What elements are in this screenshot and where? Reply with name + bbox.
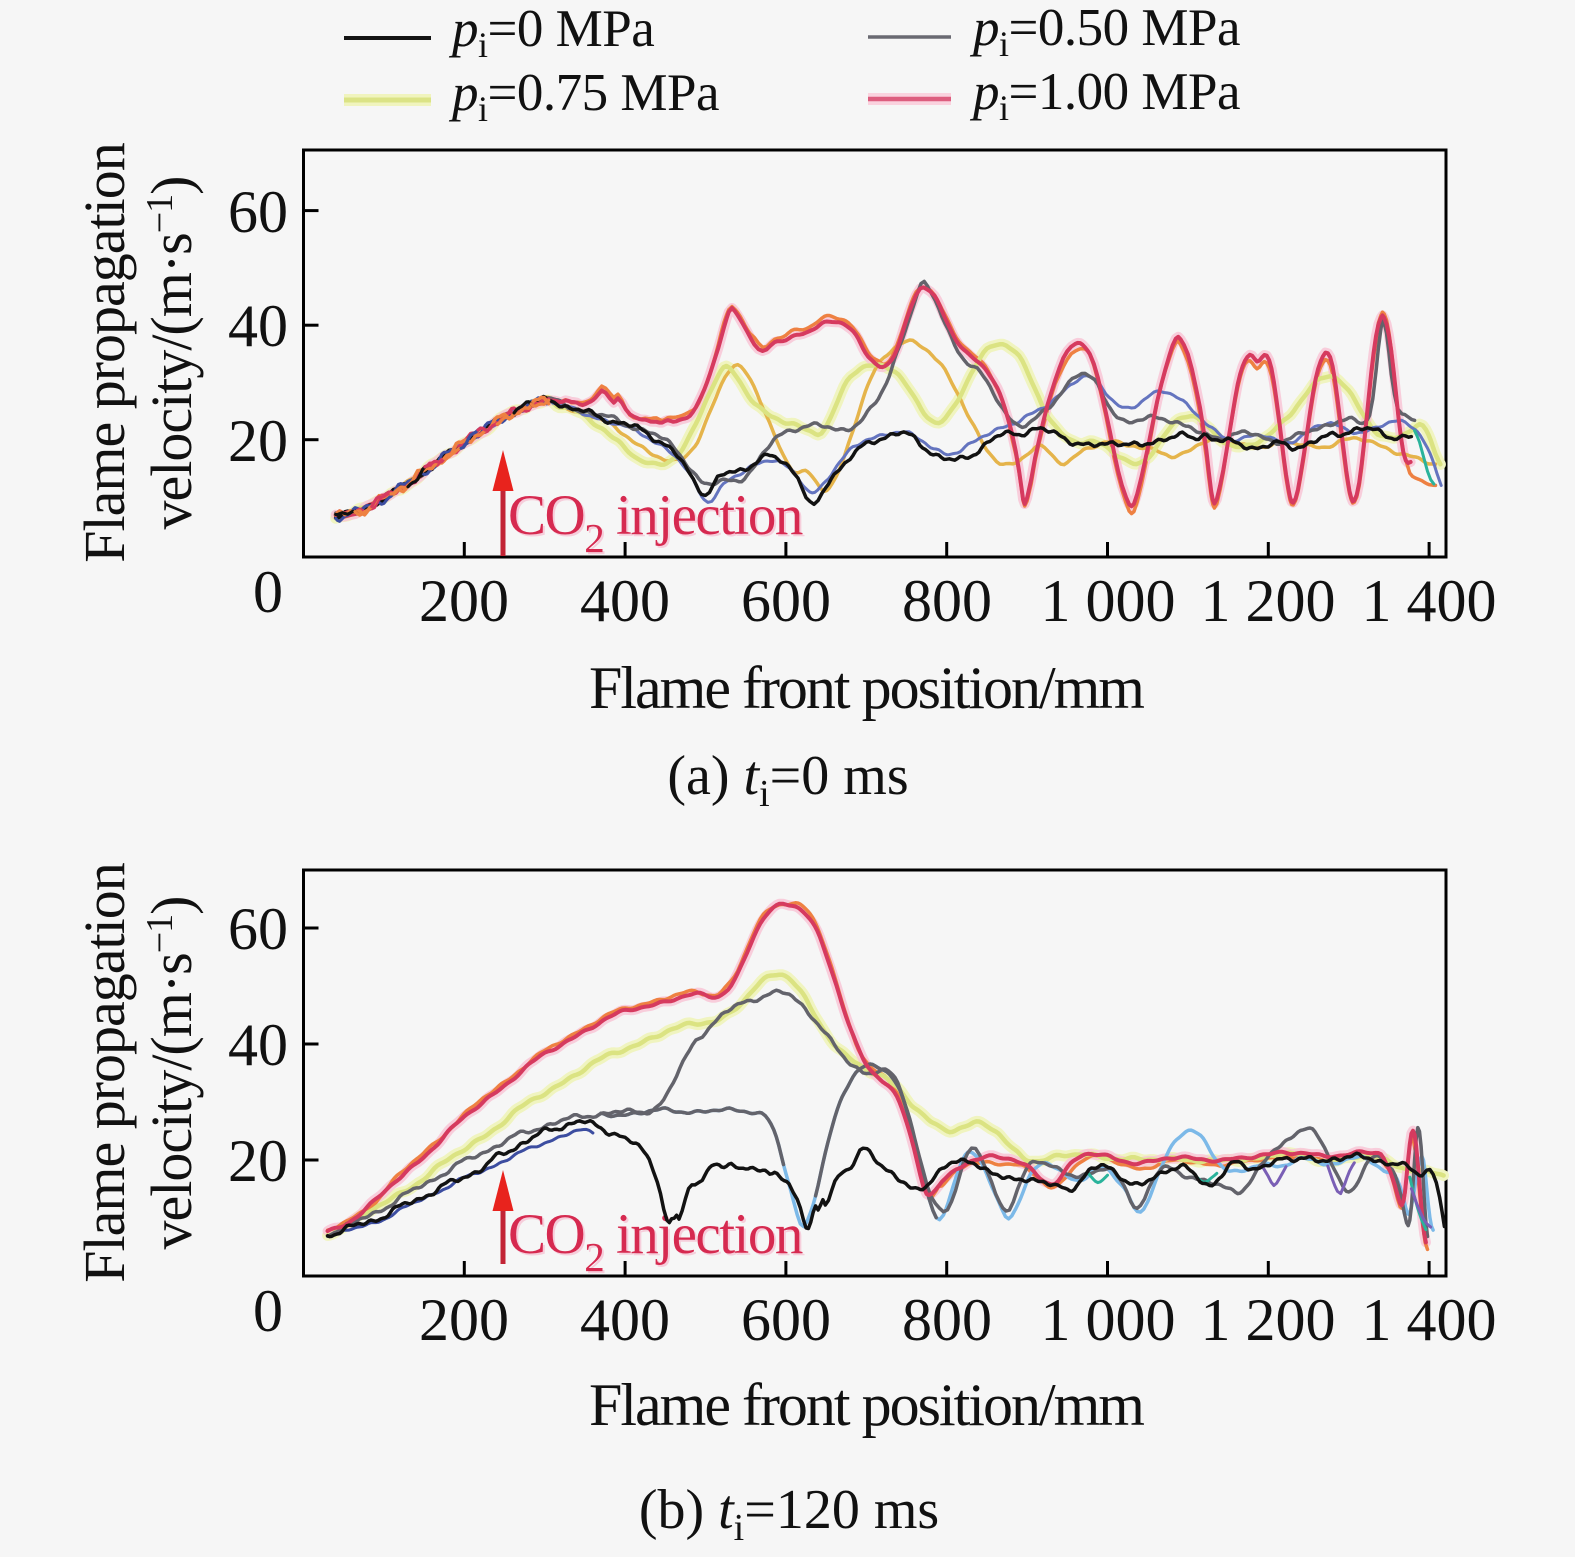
svg-text:600: 600 bbox=[741, 568, 831, 634]
svg-text:60: 60 bbox=[228, 179, 288, 245]
svg-text:pi=0.75 MPa: pi=0.75 MPa bbox=[448, 64, 719, 129]
svg-text:20: 20 bbox=[228, 1128, 288, 1194]
svg-text:40: 40 bbox=[228, 293, 288, 359]
svg-text:800: 800 bbox=[902, 1287, 992, 1353]
svg-text:1 000: 1 000 bbox=[1041, 568, 1176, 634]
svg-text:400: 400 bbox=[580, 1287, 670, 1353]
svg-text:200: 200 bbox=[419, 568, 509, 634]
svg-text:1 000: 1 000 bbox=[1041, 1287, 1176, 1353]
svg-text:40: 40 bbox=[228, 1012, 288, 1078]
svg-text:1 400: 1 400 bbox=[1362, 1287, 1497, 1353]
svg-text:velocity/(m·s−1): velocity/(m·s−1) bbox=[139, 896, 204, 1249]
svg-text:Flame front position/mm: Flame front position/mm bbox=[589, 655, 1144, 721]
svg-text:Flame propagation: Flame propagation bbox=[72, 142, 137, 563]
svg-text:pi=0.50 MPa: pi=0.50 MPa bbox=[969, 0, 1240, 64]
svg-text:1 200: 1 200 bbox=[1201, 568, 1336, 634]
svg-text:0: 0 bbox=[253, 1278, 283, 1344]
svg-text:1 200: 1 200 bbox=[1201, 1287, 1336, 1353]
svg-text:(b) ti=120 ms: (b) ti=120 ms bbox=[639, 1479, 939, 1549]
svg-text:20: 20 bbox=[228, 408, 288, 474]
svg-text:60: 60 bbox=[228, 896, 288, 962]
svg-text:Flame propagation: Flame propagation bbox=[72, 862, 137, 1283]
svg-text:pi=1.00 MPa: pi=1.00 MPa bbox=[969, 63, 1240, 128]
svg-text:200: 200 bbox=[419, 1287, 509, 1353]
svg-text:1 400: 1 400 bbox=[1362, 568, 1497, 634]
svg-text:800: 800 bbox=[902, 568, 992, 634]
svg-text:pi=0 MPa: pi=0 MPa bbox=[448, 0, 654, 65]
svg-text:400: 400 bbox=[580, 568, 670, 634]
svg-text:0: 0 bbox=[253, 559, 283, 625]
svg-text:velocity/(m·s−1): velocity/(m·s−1) bbox=[139, 176, 204, 529]
svg-text:Flame front position/mm: Flame front position/mm bbox=[589, 1372, 1144, 1438]
svg-text:600: 600 bbox=[741, 1287, 831, 1353]
svg-text:(a) ti=0 ms: (a) ti=0 ms bbox=[667, 745, 908, 815]
